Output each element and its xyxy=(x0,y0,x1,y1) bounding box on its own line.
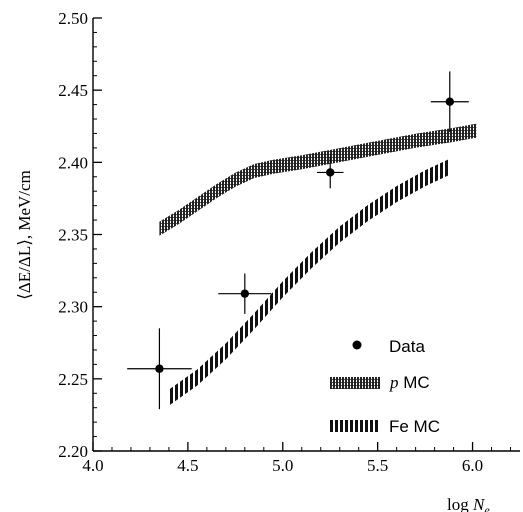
x-tick-label: 6.0 xyxy=(462,456,483,475)
y-tick-label: 2.30 xyxy=(58,298,88,317)
legend-p-mc-var: p xyxy=(389,373,399,392)
x-axis-title: log Ne xyxy=(447,495,490,512)
legend-p-mc-label: p MC xyxy=(389,373,430,392)
legend: Data p MC Fe MC xyxy=(330,337,440,436)
y-tick-label: 2.25 xyxy=(58,370,88,389)
x-axis-title-var: N xyxy=(472,495,486,512)
legend-p-mc-swatch xyxy=(330,377,380,389)
plot-area xyxy=(127,71,477,410)
legend-fe-mc-label: Fe MC xyxy=(389,417,440,436)
y-tick-label: 2.40 xyxy=(58,153,88,172)
x-tick-label: 5.5 xyxy=(367,456,388,475)
legend-data-label: Data xyxy=(389,337,425,356)
x-axis-title-sub: e xyxy=(484,503,490,512)
legend-data-marker xyxy=(352,340,362,350)
x-axis-title-main: log xyxy=(447,495,473,512)
y-tick-label: 2.20 xyxy=(58,442,88,461)
data-point-1 xyxy=(155,364,164,373)
y-tick-label: 2.45 xyxy=(58,81,88,100)
x-tick-label: 4.5 xyxy=(177,456,198,475)
y-tick-label: 2.35 xyxy=(58,226,88,245)
data-point-4 xyxy=(445,97,454,106)
legend-fe-mc-swatch xyxy=(330,420,380,432)
series-fe-mc-band xyxy=(168,158,450,406)
series-p-mc-band xyxy=(159,123,477,236)
axes: 4.0 4.5 5.0 5.5 6.0 2.20 2.25 2.30 2.35 2.40 2.45 2… xyxy=(15,9,520,512)
y-tick-label: 2.50 xyxy=(58,9,88,28)
data-point-3 xyxy=(326,168,335,177)
x-tick-label: 4.0 xyxy=(82,456,103,475)
legend-p-mc-rest: MC xyxy=(399,373,430,392)
data-point-2 xyxy=(240,289,250,298)
y-axis-title: ⟨ΔE/ΔL⟩, MeV/cm xyxy=(15,170,34,300)
x-tick-label: 5.0 xyxy=(272,456,293,475)
